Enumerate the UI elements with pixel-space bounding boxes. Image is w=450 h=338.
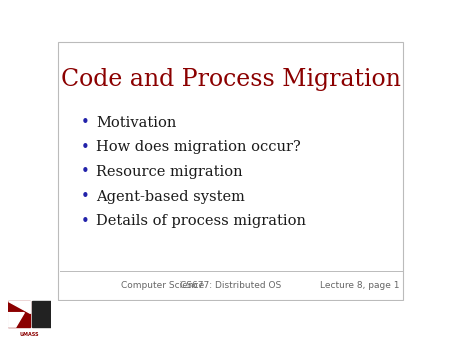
Text: Code and Process Migration: Code and Process Migration bbox=[61, 68, 400, 91]
Text: CS677: Distributed OS: CS677: Distributed OS bbox=[180, 282, 281, 290]
Text: Details of process migration: Details of process migration bbox=[96, 214, 306, 228]
Text: UMASS: UMASS bbox=[20, 332, 39, 337]
Text: •: • bbox=[81, 140, 90, 155]
Text: •: • bbox=[81, 214, 90, 229]
Text: Computer Science: Computer Science bbox=[121, 282, 204, 290]
Text: Motivation: Motivation bbox=[96, 116, 177, 129]
Text: •: • bbox=[81, 189, 90, 204]
Bar bbox=[32, 301, 51, 327]
Text: How does migration occur?: How does migration occur? bbox=[96, 140, 301, 154]
Text: •: • bbox=[81, 115, 90, 130]
Text: •: • bbox=[81, 165, 90, 179]
Bar bbox=[8, 301, 30, 327]
Text: Agent-based system: Agent-based system bbox=[96, 190, 245, 204]
Text: Lecture 8, page 1: Lecture 8, page 1 bbox=[320, 282, 400, 290]
Polygon shape bbox=[8, 301, 30, 313]
Polygon shape bbox=[8, 313, 24, 327]
Text: Resource migration: Resource migration bbox=[96, 165, 243, 179]
